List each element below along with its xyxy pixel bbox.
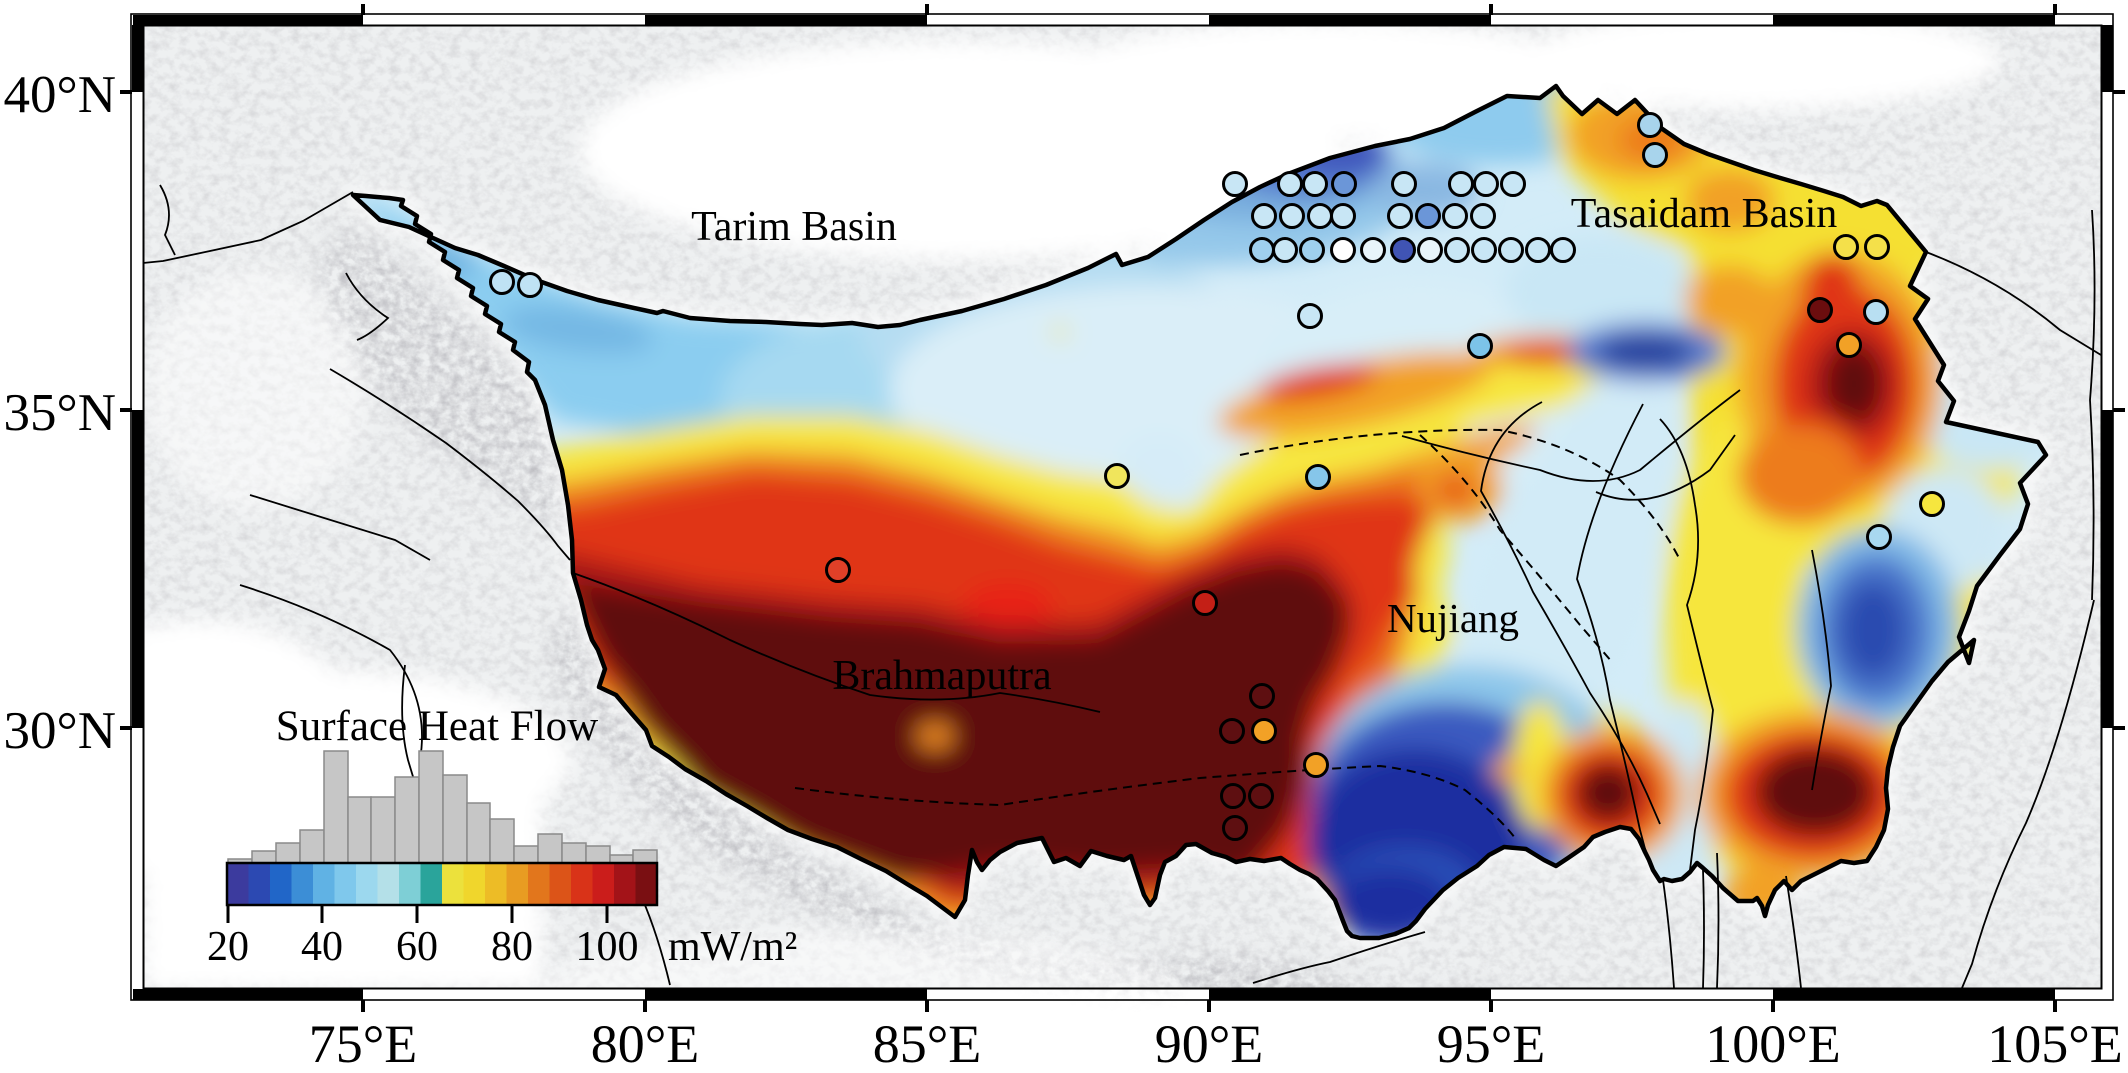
svg-text:100°E: 100°E [1705, 1014, 1841, 1073]
svg-text:30°N: 30°N [4, 702, 116, 760]
svg-text:60: 60 [396, 924, 438, 970]
svg-text:95°E: 95°E [1437, 1014, 1546, 1073]
svg-text:Nujiang: Nujiang [1387, 595, 1519, 641]
svg-text:20: 20 [207, 924, 249, 970]
svg-text:Tasaidam Basin: Tasaidam Basin [1571, 191, 1838, 237]
svg-text:40°N: 40°N [4, 66, 116, 124]
svg-text:80°E: 80°E [591, 1014, 700, 1073]
svg-text:80: 80 [491, 924, 533, 970]
svg-text:75°E: 75°E [309, 1014, 418, 1073]
svg-text:90°E: 90°E [1155, 1014, 1264, 1073]
svg-text:Surface Heat Flow: Surface Heat Flow [276, 703, 598, 750]
svg-text:85°E: 85°E [873, 1014, 982, 1073]
svg-text:35°N: 35°N [4, 384, 116, 442]
svg-text:100: 100 [576, 924, 639, 970]
svg-text:Brahmaputra: Brahmaputra [832, 653, 1052, 699]
svg-text:105°E: 105°E [1987, 1014, 2123, 1073]
svg-text:40: 40 [301, 924, 343, 970]
svg-text:mW/m²: mW/m² [668, 924, 797, 970]
svg-text:Tarim Basin: Tarim Basin [691, 204, 897, 250]
